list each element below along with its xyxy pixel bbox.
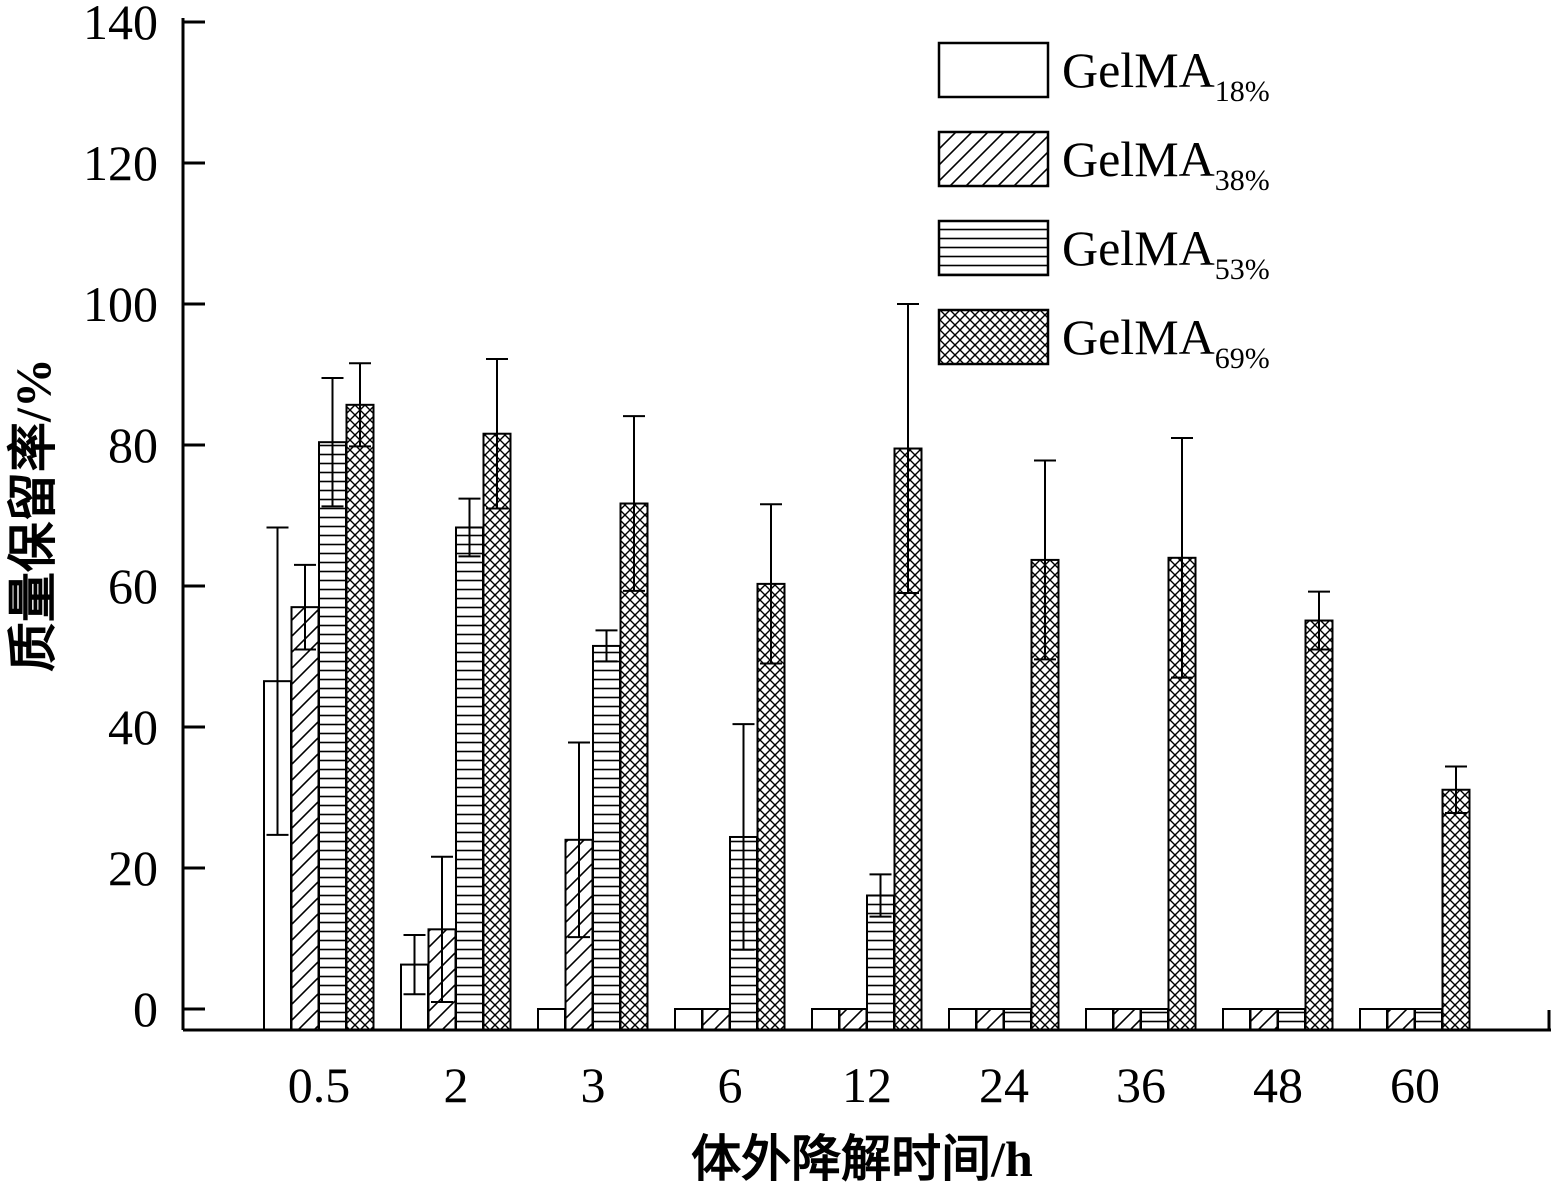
bar-horizontal-60 (1414, 1008, 1443, 1031)
y-tick-label: 120 (83, 135, 158, 191)
bar-diagonal-24 (975, 1008, 1005, 1031)
x-tick-labels: 0.5 2 3 6 12 24 36 48 60 (288, 1057, 1440, 1113)
y-axis-title: 质量保留率/% (5, 358, 61, 672)
bar-horizontal-3 (592, 644, 621, 1031)
x-tick-label: 12 (842, 1057, 892, 1113)
x-axis-title: 体外降解时间/h (691, 1131, 1033, 1185)
y-tick-label: 100 (83, 276, 158, 332)
x-tick-label: 48 (1253, 1057, 1303, 1113)
bar-horizontal-36 (1140, 1008, 1169, 1031)
bar-blank-48 (1222, 1008, 1251, 1031)
bar-diagonal-0.5 (290, 606, 320, 1032)
legend-label: GelMA53% (1062, 220, 1270, 286)
bar-crosshatch-48 (1304, 619, 1334, 1031)
bars-layer (263, 403, 1471, 1032)
bar-horizontal-0.5 (318, 441, 347, 1031)
y-tick-label: 20 (108, 840, 158, 896)
x-tick-label: 3 (581, 1057, 606, 1113)
legend-swatch-blank (937, 41, 1050, 99)
x-tick-label: 24 (979, 1057, 1029, 1113)
bar-crosshatch-0.5 (345, 403, 375, 1031)
legend-label: GelMA69% (1062, 309, 1270, 375)
legend-swatch-horizontal (937, 219, 1050, 277)
y-tick-label: 60 (108, 558, 158, 614)
bar-crosshatch-60 (1441, 788, 1471, 1031)
bar-blank-12 (811, 1008, 840, 1031)
bar-diagonal-6 (701, 1008, 731, 1031)
bar-blank-60 (1359, 1008, 1388, 1031)
bar-diagonal-48 (1249, 1008, 1279, 1031)
bar-horizontal-12 (866, 894, 895, 1031)
y-ticks: 0 20 40 60 80 100 120 140 (83, 0, 205, 1037)
x-tick-label: 2 (444, 1057, 469, 1113)
bar-blank-3 (537, 1008, 566, 1031)
bar-blank-36 (1085, 1008, 1114, 1031)
error-bars-layer (266, 303, 1467, 1003)
bar-blank-24 (948, 1008, 977, 1031)
bar-horizontal-2 (455, 526, 484, 1031)
bar-blank-6 (674, 1008, 703, 1031)
bar-horizontal-24 (1003, 1008, 1032, 1031)
legend-swatch-crosshatch (937, 308, 1050, 366)
legend: GelMA18% GelMA38% GelMA53% GelMA69% (937, 41, 1270, 375)
bar-crosshatch-2 (482, 432, 512, 1032)
x-tick-label: 36 (1116, 1057, 1166, 1113)
y-tick-label: 140 (83, 0, 158, 50)
bar-diagonal-12 (838, 1008, 868, 1031)
bar-diagonal-60 (1386, 1008, 1416, 1031)
y-tick-label: 40 (108, 699, 158, 755)
legend-label: GelMA18% (1062, 42, 1270, 108)
x-tick-label: 60 (1390, 1057, 1440, 1113)
bar-horizontal-48 (1277, 1008, 1306, 1031)
legend-swatch-diagonal (937, 130, 1050, 188)
x-tick-label: 6 (718, 1057, 743, 1113)
bar-diagonal-36 (1112, 1008, 1142, 1031)
x-tick-label: 0.5 (288, 1057, 351, 1113)
y-tick-label: 0 (133, 981, 158, 1037)
legend-label: GelMA38% (1062, 131, 1270, 197)
y-tick-label: 80 (108, 417, 158, 473)
